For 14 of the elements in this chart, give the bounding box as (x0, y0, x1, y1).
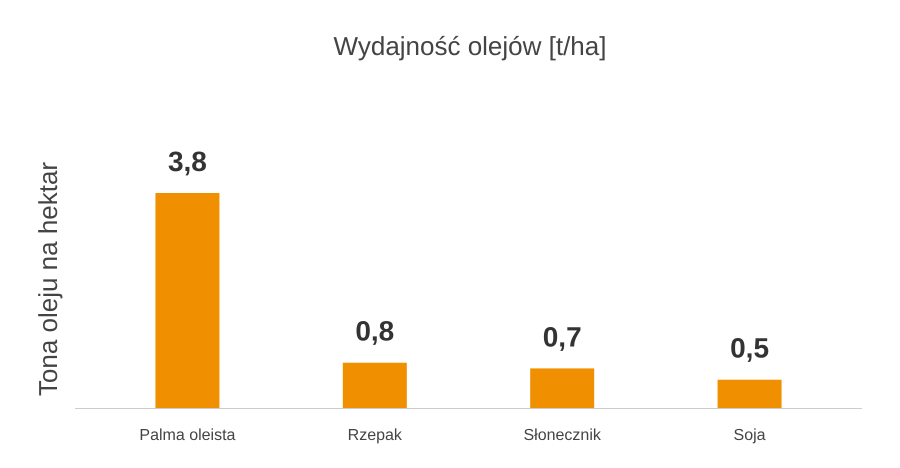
x-tick-label: Słonecznik (524, 427, 602, 444)
y-axis-title: Tona oleju na hektar (33, 162, 63, 396)
bar (530, 368, 594, 408)
bar (155, 193, 220, 408)
bar (342, 362, 407, 408)
x-tick-label: Palma oleista (139, 427, 236, 444)
x-tick-label: Soja (734, 427, 766, 444)
data-label: 0,7 (542, 321, 582, 352)
data-label: 0,5 (730, 332, 770, 364)
data-label: 3,8 (168, 146, 207, 177)
chart-title: Wydajność olejów [t/ha] (334, 31, 606, 61)
bar (718, 380, 782, 408)
x-tick-label: Rzepak (348, 427, 403, 444)
data-label: 0,8 (355, 316, 394, 347)
